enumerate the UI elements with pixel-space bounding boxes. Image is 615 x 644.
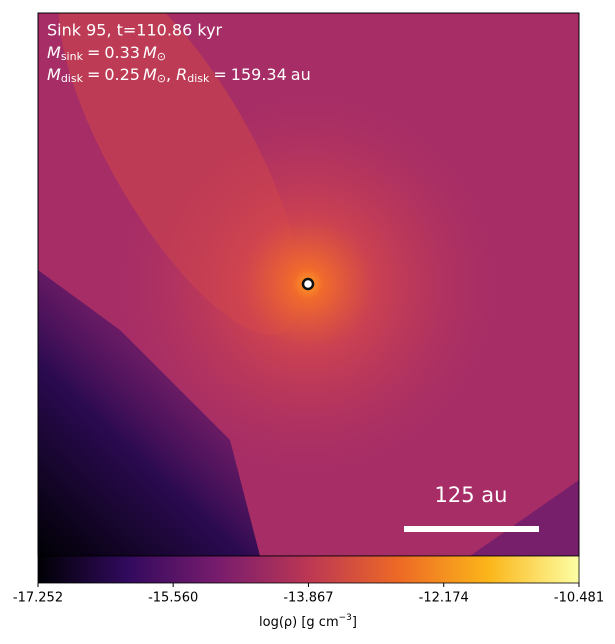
title: Sink 95, t=110.86 kyr (47, 21, 223, 40)
disk-props: Mdisk = 0.25 M⊙, Rdisk = 159.34 au (47, 65, 311, 86)
sink-marker (301, 277, 315, 291)
colorbar-tick-label: -13.867 (283, 591, 333, 606)
colorbar-tick-label: -10.481 (554, 591, 604, 606)
scale-bar-label: 125 au (435, 483, 508, 507)
colorbar (37, 555, 580, 584)
colorbar-tick-label: -17.252 (13, 591, 63, 606)
colorbar-tick-label: -12.174 (419, 591, 469, 606)
sink-mass: Msink = 0.33 M⊙ (47, 43, 166, 64)
colorbar-label: log(ρ) [g cm−3] (259, 613, 357, 630)
density-map (38, 13, 579, 556)
colorbar-tick-label: -15.560 (148, 591, 198, 606)
